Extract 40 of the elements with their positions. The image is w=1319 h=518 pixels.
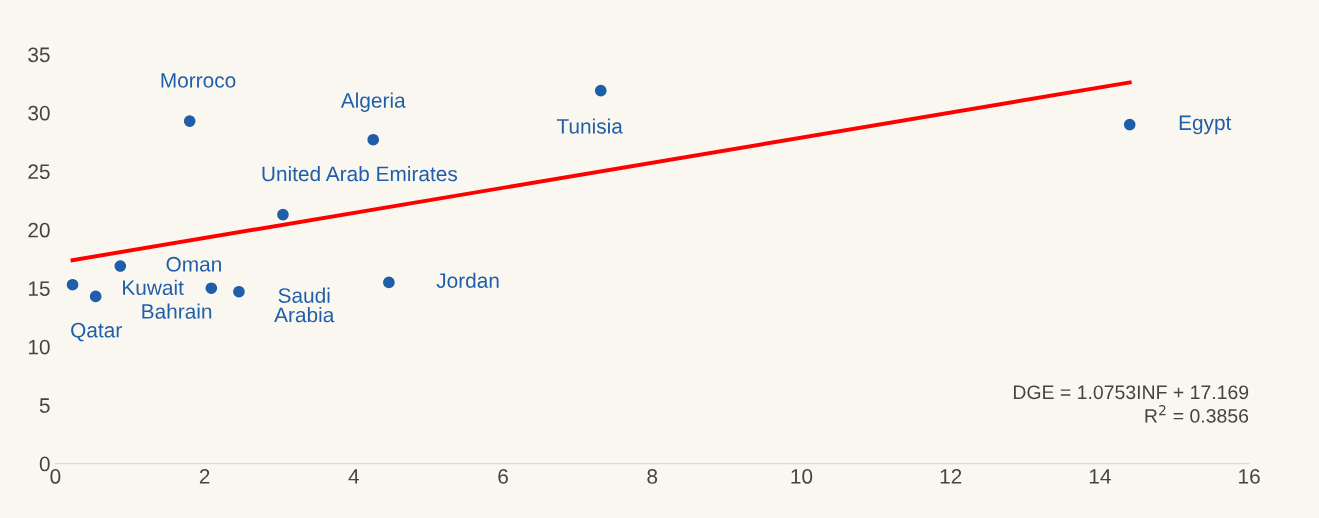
y-tick-label: 15 (28, 281, 50, 296)
annotation: Bahrain (142, 303, 212, 319)
y-tick-label: 35 (28, 47, 50, 63)
y-tick-label: 20 (28, 222, 50, 238)
point (233, 285, 245, 298)
point (383, 276, 395, 289)
point (183, 115, 196, 127)
y-tick-label: 0 (39, 456, 50, 472)
point (367, 133, 380, 146)
x-tick-label: 4 (348, 469, 360, 484)
annotation: DGE = 1.0753INF + 17.169 R$^{2}$ = 0.3856 (1013, 385, 1249, 423)
annotation: Oman (166, 256, 221, 272)
annotation: Egypt (1179, 115, 1232, 135)
annotation: Algeria (340, 92, 406, 112)
x-tick-label: 8 (647, 469, 658, 484)
point (1123, 118, 1136, 131)
point (114, 260, 127, 272)
annotation: Qatar (71, 322, 122, 342)
point (594, 84, 607, 97)
y-tick-label: 25 (28, 164, 50, 180)
point (66, 278, 79, 291)
point (277, 208, 289, 221)
y-tick-label: 30 (28, 105, 50, 121)
x-tick-label: 16 (1239, 469, 1260, 484)
annotation: Morroco (161, 73, 236, 88)
x-tick-label: 6 (498, 469, 508, 484)
x-tick-label: 12 (940, 469, 962, 484)
annotation: Tunisia (556, 118, 623, 134)
x-tick-label: 10 (791, 469, 813, 484)
y-tick-label: 5 (39, 398, 50, 413)
x-tick-label: 0 (50, 469, 61, 484)
annotation: Kuwait (123, 279, 184, 296)
annotation: Jordan (436, 272, 499, 288)
annotation: Saudi Arabia (274, 287, 335, 323)
point (89, 290, 102, 303)
annotation: United Arab Emirates (262, 165, 458, 182)
x-tick-label: 14 (1089, 469, 1111, 484)
y-tick-label: 10 (28, 339, 50, 355)
point (205, 282, 218, 295)
x-tick-label: 2 (199, 469, 210, 484)
